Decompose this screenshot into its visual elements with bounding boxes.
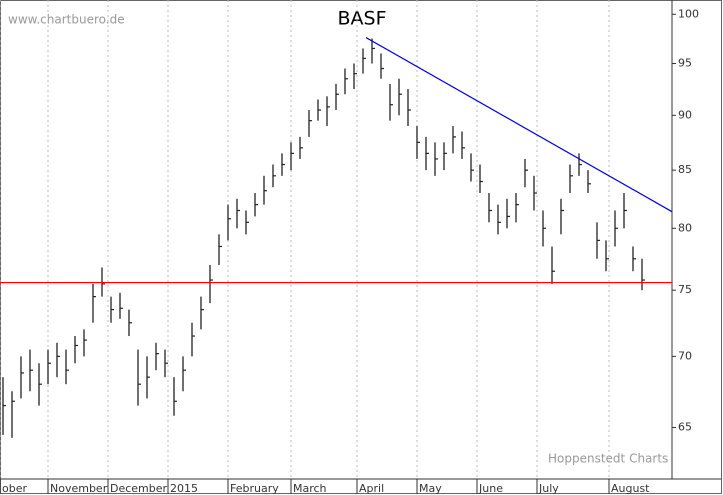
x-tick-label: June: [478, 482, 503, 495]
x-tick-label: August: [611, 482, 650, 495]
chart-title: BASF: [337, 8, 386, 30]
y-tick-label: 75: [678, 283, 692, 296]
x-tick-label: 2015: [170, 482, 198, 495]
source-note: www.chartbuero.de: [8, 13, 125, 27]
y-tick-label: 90: [678, 108, 692, 121]
trend-line: [365, 37, 673, 213]
y-tick-label: 85: [678, 163, 692, 176]
x-tick-label: ober: [2, 482, 27, 495]
y-tick-label: 80: [678, 221, 692, 234]
source-note: Hoppenstedt Charts: [548, 452, 668, 466]
x-tick-label: December: [110, 482, 168, 495]
y-tick-label: 70: [678, 349, 692, 362]
x-tick-label: March: [293, 482, 327, 495]
x-tick-label: April: [359, 482, 384, 495]
y-tick-label: 65: [678, 420, 692, 433]
x-tick-label: July: [538, 482, 559, 495]
x-tick-label: February: [230, 482, 279, 495]
y-tick-label: 95: [678, 56, 692, 69]
y-tick-label: 100: [678, 7, 699, 20]
x-tick-label: May: [419, 482, 442, 495]
x-tick-label: November: [50, 482, 108, 495]
